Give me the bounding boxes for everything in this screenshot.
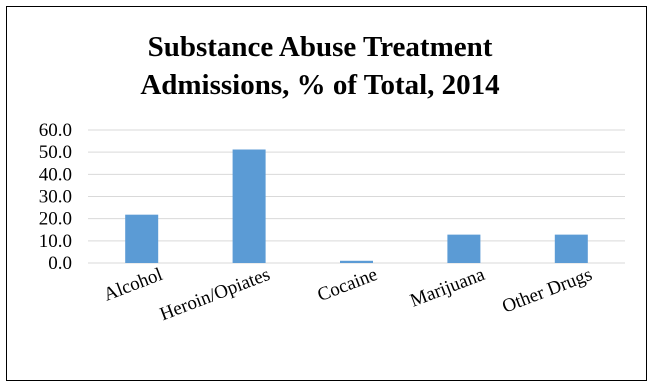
- gridlines: [88, 129, 625, 264]
- y-tick-label: 40.0: [39, 164, 72, 185]
- bar-alcohol: [125, 214, 159, 263]
- bars: [125, 149, 588, 263]
- x-category-label: Other Drugs: [499, 264, 595, 317]
- bar-marijuana: [447, 234, 481, 263]
- bar-other-drugs: [554, 234, 588, 263]
- bar-heroin-opiates: [232, 149, 266, 263]
- x-category-label: Cocaine: [315, 264, 381, 306]
- y-tick-label: 10.0: [39, 231, 72, 252]
- y-axis-tick-labels: 0.010.020.030.040.050.060.0: [39, 120, 72, 274]
- x-category-label: Heroin/Opiates: [157, 264, 273, 325]
- bar-cocaine: [340, 260, 373, 263]
- chart-frame: [6, 6, 647, 381]
- chart-title-line-2: Admissions, % of Total, 2014: [140, 69, 500, 101]
- y-tick-label: 30.0: [39, 187, 72, 208]
- y-tick-label: 0.0: [48, 253, 72, 274]
- x-category-label: Marijuana: [407, 264, 488, 312]
- y-tick-label: 20.0: [39, 209, 72, 230]
- y-tick-label: 60.0: [39, 120, 72, 141]
- x-category-label: Alcohol: [101, 264, 166, 306]
- chart-title-line-1: Substance Abuse Treatment: [147, 31, 493, 63]
- y-tick-label: 50.0: [39, 142, 72, 163]
- chart-title: Substance Abuse Treatment Admissions, % …: [60, 28, 580, 104]
